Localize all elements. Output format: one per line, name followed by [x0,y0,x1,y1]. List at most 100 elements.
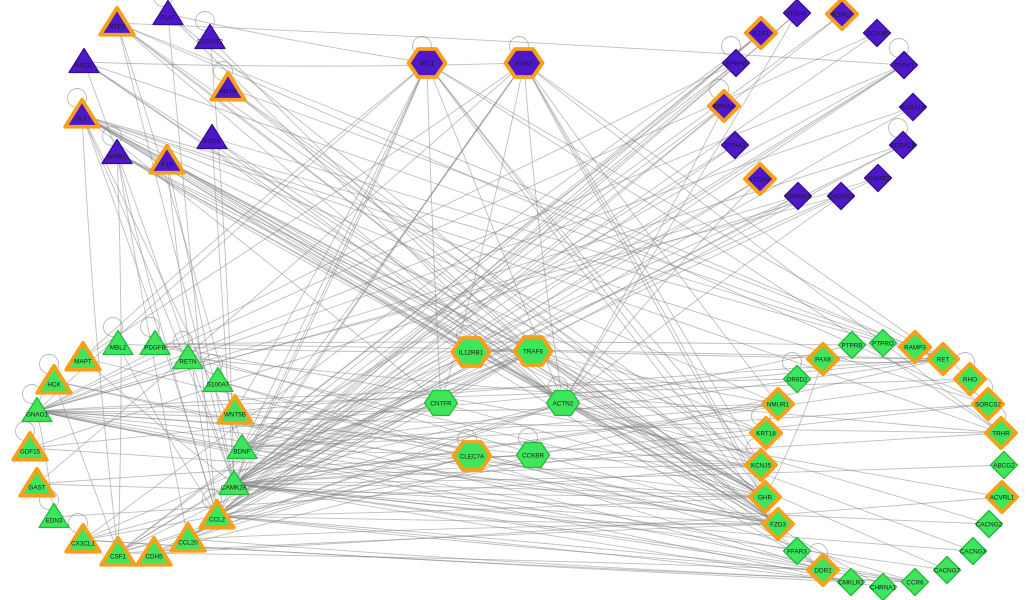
node-RET[interactable]: RET [925,341,961,377]
node-AMHR2[interactable]: AMHR2 [863,163,893,193]
node-S100A12[interactable]: S100A12 [194,23,226,50]
node-shape-triangle[interactable] [64,522,102,554]
node-shape-diamond[interactable] [837,330,867,360]
node-IL12RB1[interactable]: IL12RB1 [450,336,492,368]
node-CLEC7A[interactable]: CLEC7A [451,440,493,472]
node-shape-triangle[interactable] [139,329,171,356]
node-shape-hexagon[interactable] [512,335,554,367]
node-shape-hexagon[interactable] [450,336,492,368]
node-shape-triangle[interactable] [18,466,56,498]
node-shape-diamond[interactable] [984,479,1020,515]
node-shape-diamond[interactable] [952,361,988,397]
node-CACNG2[interactable]: CACNG2 [974,509,1004,539]
node-shape-triangle[interactable] [102,329,134,356]
node-shape-triangle[interactable] [198,498,236,530]
node-shape-diamond[interactable] [900,567,930,597]
node-RAMP3[interactable]: RAMP3 [897,329,933,365]
node-shape-triangle[interactable] [194,23,226,50]
node-shape-diamond[interactable] [974,509,1004,539]
node-ABCG2[interactable]: ABCG2 [989,450,1019,480]
node-shape-diamond[interactable] [826,181,856,211]
node-shape-diamond[interactable] [743,15,779,51]
node-shape-triangle[interactable] [68,47,100,74]
node-FGF6[interactable]: FGF6 [196,123,228,150]
node-TRPV1[interactable]: TRPV1 [889,50,919,80]
node-shape-diamond[interactable] [889,50,919,80]
node-shape-diamond[interactable] [868,328,898,358]
node-shape-triangle[interactable] [152,0,184,26]
node-shape-diamond[interactable] [925,341,961,377]
node-shape-triangle[interactable] [148,143,186,175]
node-RHO[interactable]: RHO [952,361,988,397]
node-shape-diamond[interactable] [888,130,918,160]
node-shape-diamond[interactable] [783,181,813,211]
node-shape-triangle[interactable] [209,70,247,102]
node-shape-diamond[interactable] [782,536,812,566]
node-shape-triangle[interactable] [216,393,254,425]
node-CMKLR1[interactable]: CMKLR1 [836,567,866,597]
node-TRAF6[interactable]: TRAF6 [512,335,554,367]
node-KRT18[interactable]: KRT18 [748,415,784,451]
node-shape-triangle[interactable] [172,343,204,370]
node-shape-diamond[interactable] [742,161,778,197]
node-shape-triangle[interactable] [196,123,228,150]
node-shape-diamond[interactable] [782,0,812,28]
node-shape-triangle[interactable] [64,340,102,372]
node-shape-diamond[interactable] [983,415,1019,451]
node-shape-triangle[interactable] [38,502,70,529]
node-IL1R1[interactable]: IL1R1 [743,15,779,51]
node-shape-hexagon[interactable] [423,389,459,417]
node-shape-diamond[interactable] [748,415,784,451]
node-shape-diamond[interactable] [932,555,962,585]
node-shape-diamond[interactable] [897,329,933,365]
node-shape-triangle[interactable] [135,535,173,567]
node-CSF1[interactable]: CSF1 [99,535,137,567]
node-PTPRB[interactable]: PTPRB [837,330,867,360]
node-ACVRL1[interactable]: ACVRL1 [984,479,1020,515]
node-EDN3[interactable]: EDN3 [38,502,70,529]
node-NRG1[interactable]: NRG1 [68,47,100,74]
node-ITGA8[interactable]: ITGA8 [782,0,812,28]
node-PLAT[interactable]: PLAT [152,0,184,26]
node-shape-diamond[interactable] [720,130,750,160]
node-shape-diamond[interactable] [706,88,742,124]
node-shape-hexagon[interactable] [503,47,545,79]
node-shape-diamond[interactable] [863,163,893,193]
node-shape-hexagon[interactable] [545,389,581,417]
node-WNT5B[interactable]: WNT5B [216,393,254,425]
node-shape-triangle[interactable] [218,469,250,496]
node-IL1RL2[interactable]: IL1RL2 [824,0,860,32]
node-shape-diamond[interactable] [989,450,1019,480]
node-SCN3B[interactable]: SCN3B [862,18,892,48]
node-IRS1[interactable]: IRS1 [406,47,448,79]
node-shape-triangle[interactable] [169,521,207,553]
node-shape-diamond[interactable] [721,48,751,78]
node-shape-triangle[interactable] [35,363,73,395]
node-ADRA1B[interactable]: ADRA1B [888,130,918,160]
node-shape-triangle[interactable] [21,396,53,423]
node-shape-triangle[interactable] [226,433,258,460]
node-shape-diamond[interactable] [747,479,783,515]
node-shape-triangle[interactable] [202,366,234,393]
node-shape-diamond[interactable] [836,567,866,597]
node-shape-triangle[interactable] [11,430,49,462]
node-shape-diamond[interactable] [862,18,892,48]
node-OR8D2[interactable]: OR8D2 [782,364,812,394]
node-TRHR[interactable]: TRHR [983,415,1019,451]
node-CACNG7[interactable]: CACNG7 [932,555,962,585]
node-shape-hexagon[interactable] [515,441,551,469]
node-IL3[interactable]: IL3 [63,97,101,129]
node-shape-diamond[interactable] [782,364,812,394]
node-shape-triangle[interactable] [99,535,137,567]
node-shape-diamond[interactable] [958,536,988,566]
node-shape-diamond[interactable] [805,552,841,588]
node-CACNG3[interactable]: CACNG3 [958,536,988,566]
node-ADRA1A[interactable]: ADRA1A [898,92,928,122]
node-shape-diamond[interactable] [760,386,796,422]
node-shape-triangle[interactable] [98,5,136,37]
node-shape-diamond[interactable] [805,341,841,377]
node-GAST[interactable]: GAST [18,466,56,498]
node-shape-diamond[interactable] [970,386,1006,422]
node-shape-hexagon[interactable] [406,47,448,79]
